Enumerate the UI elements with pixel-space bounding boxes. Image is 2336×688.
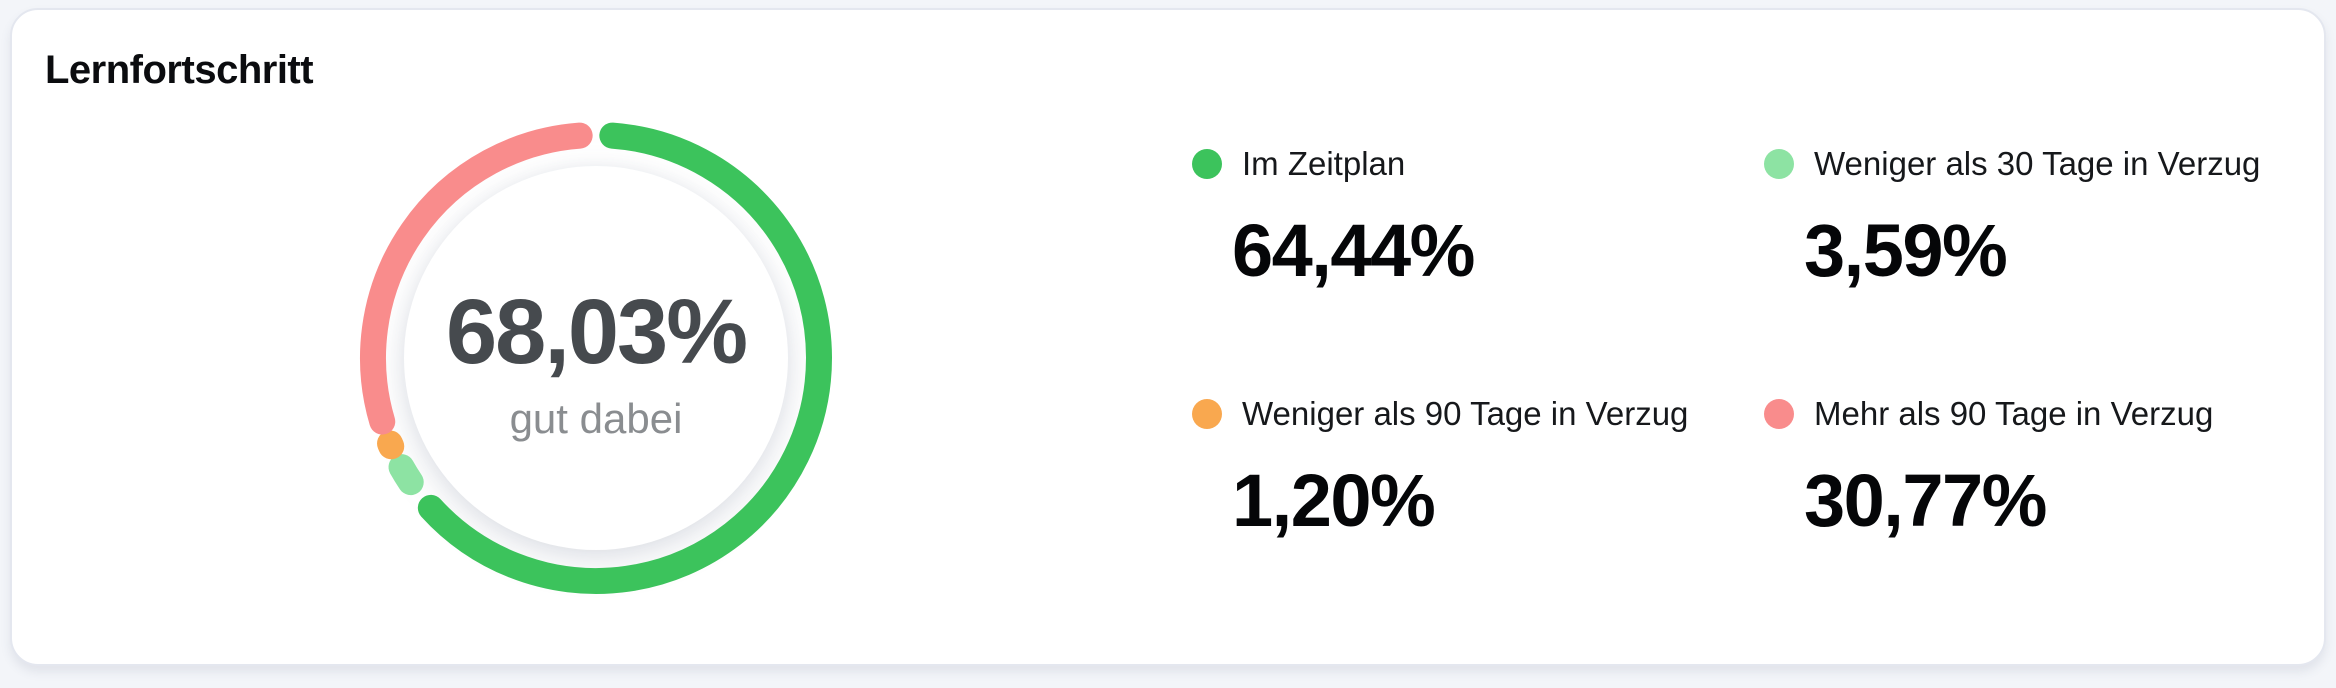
legend-label: Im Zeitplan bbox=[1242, 145, 1406, 182]
lernfortschritt-card: Lernfortschritt 68,03% gut dabei Im Zeit… bbox=[10, 8, 2326, 666]
donut-segment[interactable] bbox=[377, 430, 405, 460]
legend-label: Weniger als 90 Tage in Verzug bbox=[1242, 395, 1689, 432]
legend-label: Weniger als 30 Tage in Verzug bbox=[1814, 145, 2261, 182]
legend-dot bbox=[1764, 149, 1794, 179]
legend-value: 64,44% bbox=[1232, 209, 1475, 292]
legend-label: Mehr als 90 Tage in Verzug bbox=[1814, 395, 2214, 432]
donut-svg bbox=[360, 122, 832, 594]
legend-value: 30,77% bbox=[1804, 459, 2047, 542]
legend-dot bbox=[1764, 399, 1794, 429]
legend-value: 1,20% bbox=[1232, 459, 1436, 542]
card-title: Lernfortschritt bbox=[45, 48, 314, 92]
donut-chart: 68,03% gut dabei bbox=[341, 103, 851, 613]
legend-item: Im Zeitplan 64,44% bbox=[1192, 142, 1475, 292]
donut-segment[interactable] bbox=[388, 454, 424, 496]
legend-item: Weniger als 90 Tage in Verzug 1,20% bbox=[1192, 392, 1688, 541]
legend-dot bbox=[1192, 149, 1222, 179]
donut-inner-disc bbox=[404, 166, 788, 550]
donut-segment[interactable] bbox=[360, 122, 593, 435]
legend-value: 3,59% bbox=[1804, 209, 2008, 292]
legend-item: Weniger als 30 Tage in Verzug 3,59% bbox=[1764, 142, 2260, 291]
legend-item: Mehr als 90 Tage in Verzug 30,77% bbox=[1764, 392, 2213, 541]
donut-segment[interactable] bbox=[417, 122, 832, 594]
legend-dot bbox=[1192, 399, 1222, 429]
